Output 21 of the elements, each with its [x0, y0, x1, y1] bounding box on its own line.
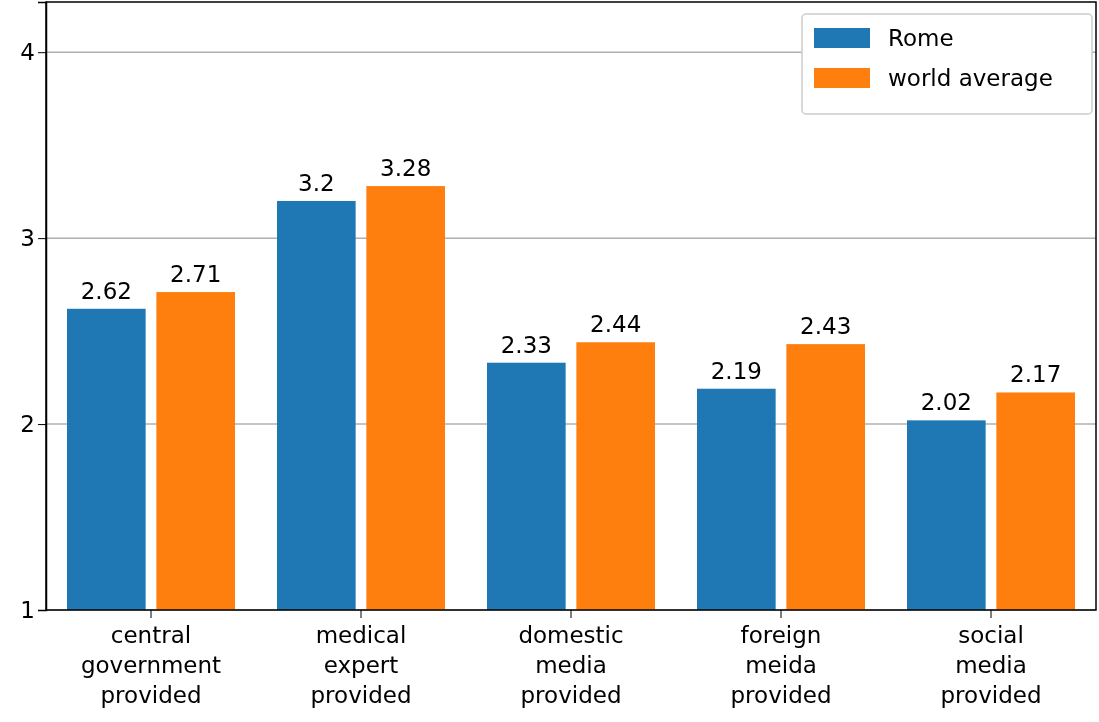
x-tick-label: medical expert provided — [310, 622, 412, 708]
x-tick-label: domestic media provided — [518, 622, 624, 708]
data-label: 2.44 — [590, 311, 642, 338]
y-tick-label: 3 — [20, 224, 35, 251]
data-label: 2.71 — [170, 261, 222, 288]
x-tick-label: social media provided — [940, 622, 1042, 708]
legend-label: world average — [888, 65, 1053, 91]
data-label: 2.02 — [920, 389, 972, 416]
data-label: 2.43 — [800, 313, 852, 340]
x-tick-label: central government provided — [80, 622, 222, 708]
legend-label: Rome — [888, 25, 954, 51]
y-tick-label: 2 — [20, 410, 35, 437]
y-tick-label: 4 — [20, 39, 35, 66]
x-tick-label: foreign meida provided — [730, 622, 832, 708]
y-tick-label: 1 — [20, 596, 35, 623]
data-label: 2.17 — [1010, 361, 1062, 388]
data-label: 2.19 — [710, 357, 762, 384]
data-label: 3.28 — [380, 155, 432, 182]
data-label: 3.2 — [298, 169, 335, 196]
data-label: 2.33 — [500, 331, 552, 358]
data-label: 2.62 — [80, 277, 132, 304]
